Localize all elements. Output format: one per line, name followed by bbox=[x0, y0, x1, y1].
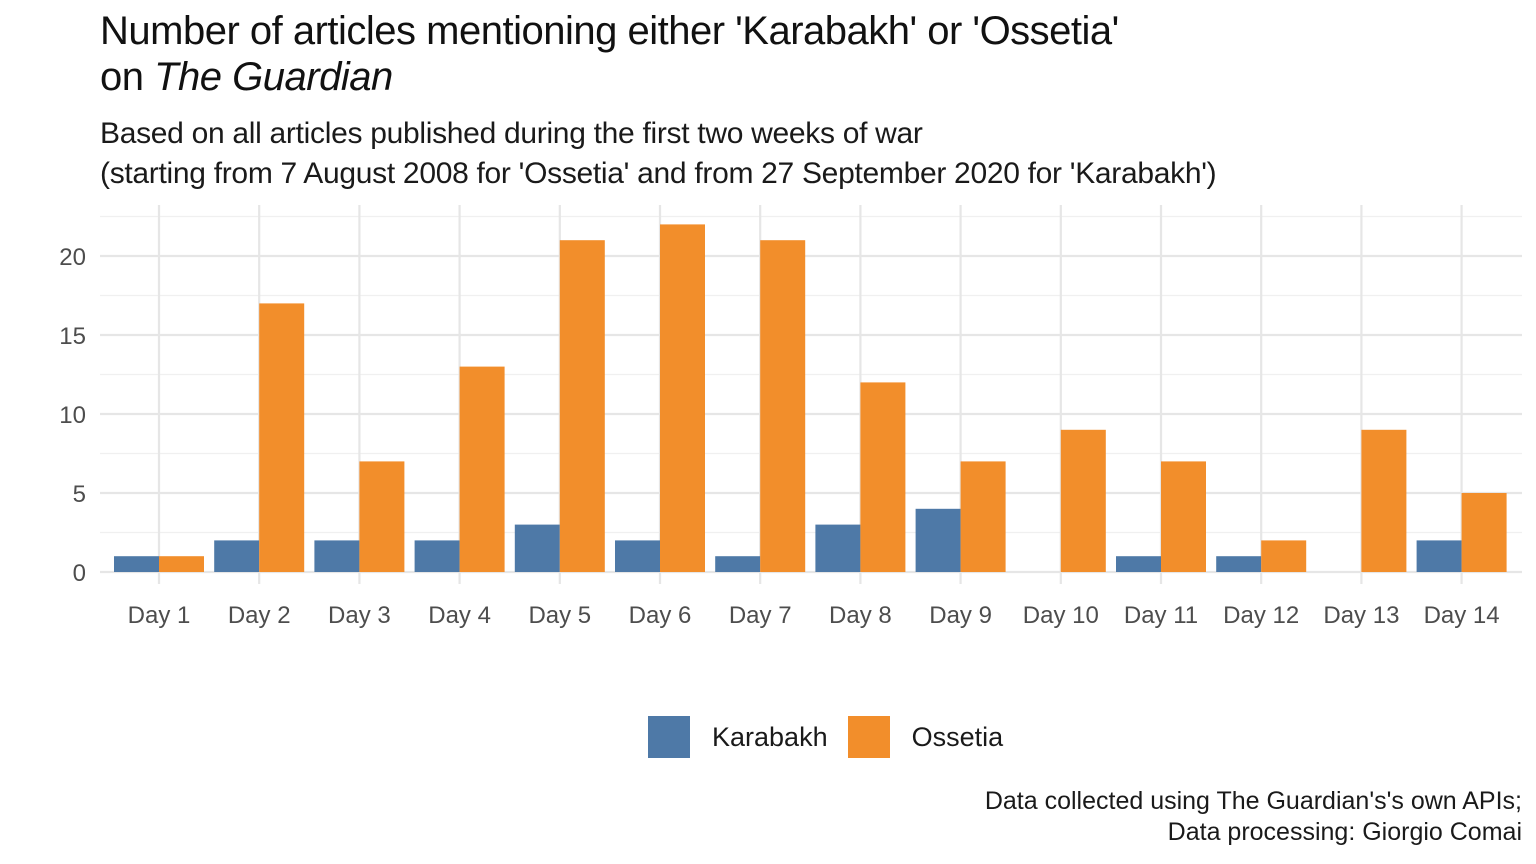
bar-karabakh-day-4 bbox=[414, 540, 460, 572]
chart-title-line-1: Number of articles mentioning either 'Ka… bbox=[100, 9, 1119, 53]
bar-karabakh-day-3 bbox=[314, 540, 360, 572]
chart-subtitle: Based on all articles published during t… bbox=[100, 114, 1217, 194]
chart-subtitle-line-1: Based on all articles published during t… bbox=[100, 117, 923, 150]
x-tick-label: Day 10 bbox=[1023, 602, 1099, 629]
bar-ossetia-day-4 bbox=[459, 366, 505, 572]
chart-caption: Data collected using The Guardian's's ow… bbox=[985, 786, 1522, 848]
caption-line-1: Data collected using The Guardian's's ow… bbox=[984, 787, 1522, 815]
x-tick-label: Day 7 bbox=[729, 602, 792, 629]
chart-subtitle-line-2: (starting from 7 August 2008 for 'Osseti… bbox=[100, 157, 1217, 190]
legend-label-karabakh: Karabakh bbox=[712, 721, 828, 752]
bar-karabakh-day-12 bbox=[1216, 556, 1262, 572]
bar-karabakh-day-8 bbox=[815, 524, 861, 572]
bar-ossetia-day-14 bbox=[1461, 493, 1507, 572]
legend-item-ossetia: Ossetia bbox=[847, 716, 1004, 758]
bar-karabakh-day-9 bbox=[915, 508, 961, 572]
x-tick-label: Day 5 bbox=[528, 602, 591, 629]
bar-ossetia-day-8 bbox=[860, 382, 906, 572]
caption-line-2: Data processing: Giorgio Comai bbox=[1167, 818, 1522, 846]
y-tick-label: 20 bbox=[59, 244, 86, 271]
y-tick-label: 15 bbox=[59, 323, 86, 350]
bar-ossetia-day-10 bbox=[1060, 429, 1106, 572]
x-tick-label: Day 4 bbox=[428, 602, 491, 629]
chart-title-line-2: on The Guardian bbox=[100, 54, 1119, 100]
x-tick-label: Day 6 bbox=[629, 602, 692, 629]
bar-ossetia-day-3 bbox=[359, 461, 405, 572]
chart-legend: Karabakh Ossetia bbox=[648, 716, 1023, 758]
bar-ossetia-day-2 bbox=[259, 303, 305, 572]
x-tick-label: Day 12 bbox=[1223, 602, 1299, 629]
y-tick-label: 10 bbox=[59, 402, 86, 429]
x-tick-label: Day 11 bbox=[1124, 602, 1198, 629]
x-tick-label: Day 14 bbox=[1424, 602, 1500, 629]
bar-ossetia-day-6 bbox=[660, 224, 705, 572]
bar-ossetia-day-9 bbox=[960, 461, 1006, 572]
y-tick-label: 0 bbox=[73, 560, 86, 587]
y-tick-label: 5 bbox=[73, 481, 86, 508]
bar-ossetia-day-1 bbox=[159, 556, 204, 572]
bar-karabakh-day-5 bbox=[514, 524, 560, 572]
bar-karabakh-day-14 bbox=[1416, 540, 1462, 572]
bar-karabakh-day-1 bbox=[114, 556, 159, 572]
x-tick-label: Day 9 bbox=[929, 602, 992, 629]
bar-karabakh-day-7 bbox=[715, 556, 761, 572]
legend-item-karabakh: Karabakh bbox=[648, 716, 828, 758]
bar-karabakh-day-11 bbox=[1116, 556, 1161, 572]
bar-karabakh-day-6 bbox=[615, 540, 660, 572]
legend-key-ossetia bbox=[847, 716, 890, 758]
bar-ossetia-day-7 bbox=[760, 240, 806, 572]
legend-label-ossetia: Ossetia bbox=[911, 721, 1004, 752]
x-tick-label: Day 3 bbox=[328, 602, 391, 629]
chart-title-prefix: on bbox=[100, 55, 155, 99]
x-tick-label: Day 1 bbox=[128, 602, 191, 629]
x-tick-label: Day 13 bbox=[1323, 602, 1399, 629]
chart-title: Number of articles mentioning either 'Ka… bbox=[100, 8, 1119, 100]
bar-ossetia-day-12 bbox=[1261, 540, 1307, 572]
legend-key-karabakh bbox=[648, 716, 690, 758]
bar-ossetia-day-5 bbox=[559, 240, 605, 572]
x-tick-label: Day 8 bbox=[829, 602, 892, 629]
chart-title-publication: The Guardian bbox=[154, 55, 393, 99]
bar-ossetia-day-11 bbox=[1161, 461, 1206, 572]
bar-karabakh-day-2 bbox=[214, 540, 260, 572]
bar-ossetia-day-13 bbox=[1361, 429, 1407, 572]
x-tick-label: Day 2 bbox=[228, 602, 291, 629]
